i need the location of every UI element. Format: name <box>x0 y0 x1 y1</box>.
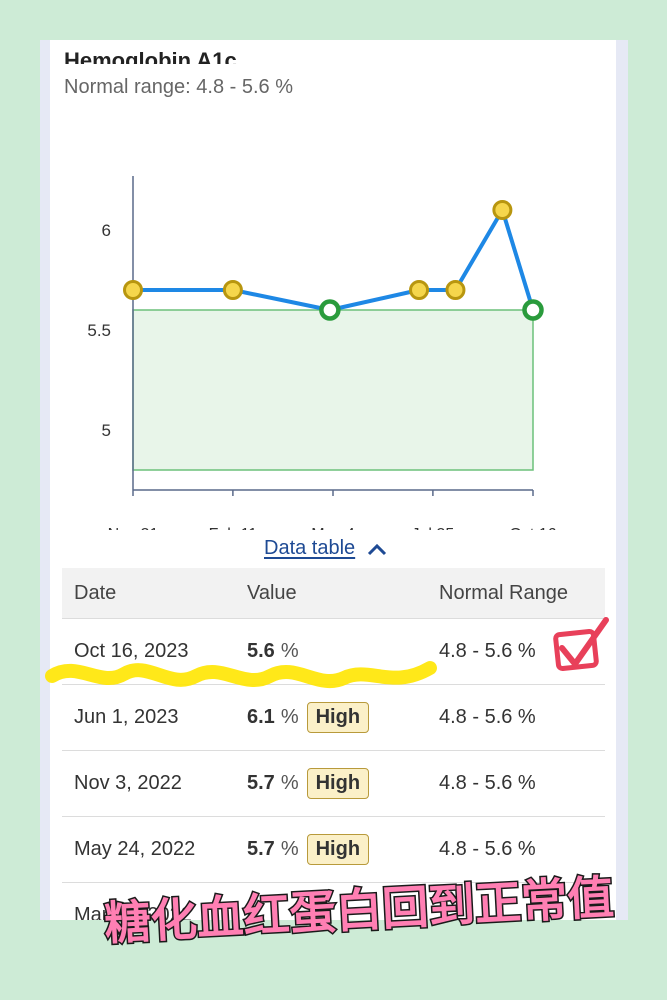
x-tick-label: Jul 25 <box>412 526 455 530</box>
row-range: 4.8 - 5.6 % <box>439 772 536 794</box>
high-badge: High <box>306 768 370 799</box>
row-date: Mar 1?, 2022 <box>74 904 192 920</box>
x-tick-label: May 4 <box>311 526 355 530</box>
data-point <box>319 299 341 321</box>
data-point <box>522 299 544 321</box>
x-tick-label: Feb 11 <box>209 526 258 530</box>
row-unit: % <box>280 706 299 728</box>
table-row: May 24, 2022 5.7 % High 4.8 - 5.6 % <box>62 816 605 882</box>
table-row: Oct 16, 2023 5.6 % 4.8 - 5.6 % <box>62 618 605 684</box>
chevron-up-icon <box>368 543 387 555</box>
table-header-row: Date Value Normal Range <box>62 568 605 618</box>
table-row: Mar 1?, 2022 <box>62 882 605 920</box>
caption-sticker: 糖化血红蛋白回到正常值 <box>101 868 616 952</box>
header-normal-range: Normal Range <box>439 581 568 604</box>
row-value: 5.7 <box>247 838 275 860</box>
caption-text: 糖化血红蛋白回到正常值 <box>103 870 615 951</box>
data-point <box>409 280 430 300</box>
header-value: Value <box>247 581 297 604</box>
phone-frame: Hemoglobin A1c Normal range: 4.8 - 5.6 %… <box>40 40 628 920</box>
row-date: Jun 1, 2023 <box>74 706 179 728</box>
row-date: Oct 16, 2023 <box>74 640 189 662</box>
y-tick-label: 5 <box>102 421 111 440</box>
row-date: Nov 3, 2022 <box>74 772 182 794</box>
data-point <box>492 200 513 220</box>
high-badge: High <box>306 702 370 733</box>
test-title: Hemoglobin A1c <box>64 48 237 64</box>
table-row: Nov 3, 2022 5.7 % High 4.8 - 5.6 % <box>62 750 605 816</box>
normal-range-subtitle: Normal range: 4.8 - 5.6 % <box>64 76 293 98</box>
x-tick-label: Oct 16 <box>509 526 556 530</box>
high-badge: High <box>306 834 370 865</box>
row-range: 4.8 - 5.6 % <box>439 706 536 728</box>
table-row: Jun 1, 2023 6.1 % High 4.8 - 5.6 % <box>62 684 605 750</box>
series-line <box>131 208 535 312</box>
row-date: May 24, 2022 <box>74 838 196 860</box>
data-point <box>123 280 143 300</box>
y-tick-label: 6 <box>102 221 111 240</box>
a1c-line-chart: 55.56Nov 212018Feb 112020May 42021Jul 25… <box>87 176 557 530</box>
data-table-toggle-label: Data table <box>264 537 356 559</box>
row-value: 6.1 <box>247 706 275 728</box>
row-range: 4.8 - 5.6 % <box>439 640 536 662</box>
row-unit: % <box>280 640 299 662</box>
lab-result-card: Hemoglobin A1c Normal range: 4.8 - 5.6 %… <box>50 40 616 920</box>
results-table: Date Value Normal Range Oct 16, 2023 5.6… <box>62 568 605 920</box>
data-point <box>445 280 466 300</box>
data-point <box>222 280 243 300</box>
row-unit: % <box>280 772 299 794</box>
x-tick-label: Nov 21 <box>108 526 159 530</box>
y-tick-label: 5.5 <box>87 321 111 340</box>
row-unit: % <box>280 838 299 860</box>
row-value: 5.7 <box>247 772 275 794</box>
header-date: Date <box>74 581 117 604</box>
data-table-toggle[interactable]: Data table <box>264 537 387 560</box>
row-range: 4.8 - 5.6 % <box>439 838 536 860</box>
normal-range-band <box>132 309 534 471</box>
row-value: 5.6 <box>247 640 275 662</box>
